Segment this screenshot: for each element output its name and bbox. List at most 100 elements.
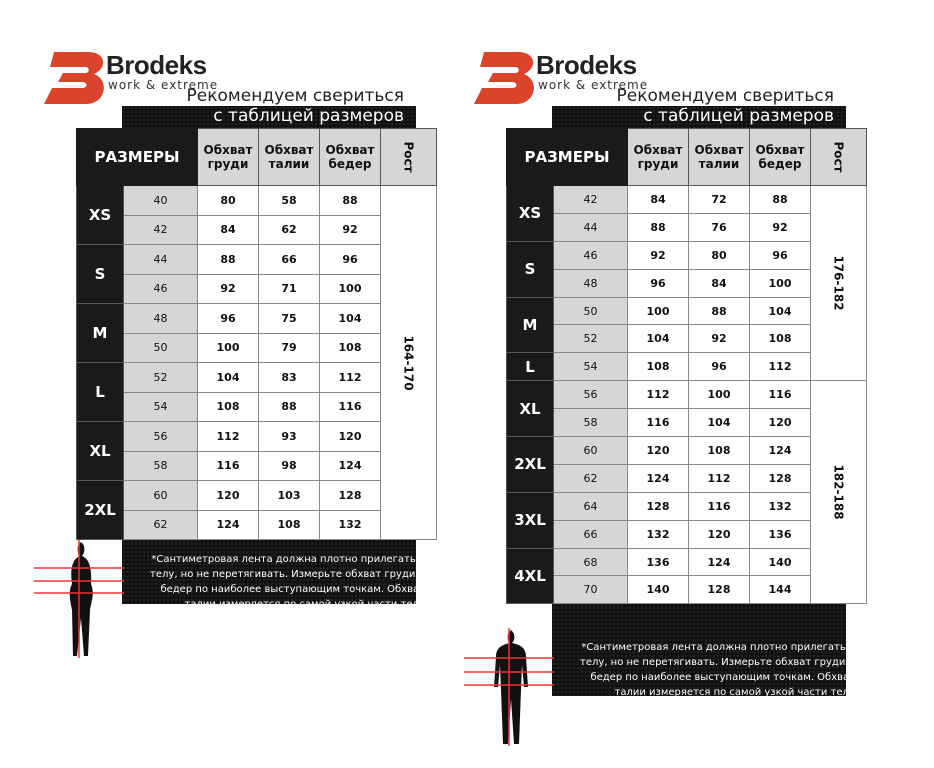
header-chest: Обхват груди <box>197 128 259 186</box>
header-hips: Обхват бедер <box>749 128 811 186</box>
header-row: РАЗМЕРЫ Обхват груди Обхват талии Обхват бе… <box>76 128 438 186</box>
size-chart-women: Brodeks work & extreme Рекомендуем свери… <box>0 0 440 768</box>
chest-value: 116 <box>197 450 259 481</box>
ru-size: 70 <box>553 575 628 605</box>
waist-value: 66 <box>258 244 320 275</box>
ru-size: 46 <box>123 273 198 304</box>
header-height: Рост <box>379 128 438 186</box>
size-label: 2XL <box>76 480 124 540</box>
waist-value: 75 <box>258 303 320 334</box>
ru-size: 62 <box>553 463 628 493</box>
hips-value: 116 <box>749 380 811 410</box>
brodeks-b-icon <box>44 52 104 104</box>
chest-value: 132 <box>627 519 689 549</box>
recommend-line2: с таблицей размеров <box>643 106 834 126</box>
chest-value: 140 <box>627 575 689 605</box>
chest-value: 112 <box>627 380 689 410</box>
chest-value: 124 <box>627 463 689 493</box>
ru-size: 44 <box>553 212 628 242</box>
waist-value: 96 <box>688 352 750 382</box>
table-row: 62 124 108 132 <box>77 509 437 540</box>
hips-value: 112 <box>749 352 811 382</box>
size-label: 3XL <box>506 491 554 549</box>
table-row: L 54 108 96 112 <box>506 352 867 382</box>
header-waist: Обхват талии <box>258 128 320 186</box>
chest-value: 92 <box>627 240 689 270</box>
hips-value: 104 <box>319 303 381 334</box>
waist-value: 112 <box>688 463 750 493</box>
ru-size: 56 <box>553 380 628 410</box>
hips-value: 88 <box>749 185 811 214</box>
waist-value: 88 <box>688 296 750 326</box>
table-row: 62 124 112 128 <box>507 463 867 493</box>
ru-size: 66 <box>553 519 628 549</box>
size-label: XL <box>76 421 124 481</box>
recommend-line1: Рекомендуем свериться <box>186 86 404 106</box>
hips-value: 132 <box>749 491 811 521</box>
ru-size: 42 <box>553 185 628 214</box>
header-hips: Обхват бедер <box>319 128 381 186</box>
waist-value: 72 <box>688 185 750 214</box>
ru-size: 48 <box>553 268 628 298</box>
ru-size: 42 <box>123 214 198 245</box>
header-sizes: РАЗМЕРЫ <box>506 128 628 186</box>
hips-value: 92 <box>749 212 811 242</box>
table-row: 54 108 88 116 <box>77 391 437 422</box>
ru-size: 58 <box>553 408 628 438</box>
hips-value: 96 <box>749 240 811 270</box>
size-table: РАЗМЕРЫ Обхват груди Обхват талии Обхват бе… <box>76 128 438 540</box>
waist-value: 93 <box>258 421 320 452</box>
ru-size: 60 <box>553 436 628 465</box>
hips-value: 124 <box>319 450 381 481</box>
chest-value: 112 <box>197 421 259 452</box>
waist-value: 92 <box>688 324 750 354</box>
ru-size: 64 <box>553 491 628 521</box>
chest-value: 84 <box>627 185 689 214</box>
hips-value: 100 <box>749 268 811 298</box>
waist-value: 79 <box>258 332 320 363</box>
ru-size: 54 <box>553 352 628 382</box>
brodeks-b-icon <box>474 52 534 104</box>
header-waist: Обхват талии <box>688 128 750 186</box>
header-height-label: Рост <box>831 141 846 173</box>
measurement-note: *Сантиметровая лента должна плотно приле… <box>580 642 855 698</box>
size-chart-men: Brodeks work & extreme Рекомендуем свери… <box>430 0 870 768</box>
chest-value: 92 <box>197 273 259 304</box>
table-row: 48 96 84 100 <box>507 268 867 298</box>
waist-value: 71 <box>258 273 320 304</box>
waist-value: 120 <box>688 519 750 549</box>
chest-value: 108 <box>627 352 689 382</box>
table-row: XS 40 80 58 88 164-170 <box>76 185 438 540</box>
header-sizes: РАЗМЕРЫ <box>76 128 198 186</box>
chest-value: 120 <box>197 480 259 511</box>
hips-value: 140 <box>749 547 811 577</box>
waist-value: 80 <box>688 240 750 270</box>
chest-value: 88 <box>627 212 689 242</box>
ru-size: 60 <box>123 480 198 511</box>
size-label: XS <box>506 185 554 242</box>
hips-value: 92 <box>319 214 381 245</box>
chest-value: 96 <box>627 268 689 298</box>
hips-value: 128 <box>749 463 811 493</box>
hips-value: 104 <box>749 296 811 326</box>
size-label: M <box>506 296 554 354</box>
waist-value: 58 <box>258 185 320 216</box>
waist-value: 108 <box>258 509 320 540</box>
chest-value: 96 <box>197 303 259 334</box>
hips-value: 100 <box>319 273 381 304</box>
waist-value: 116 <box>688 491 750 521</box>
table-row: XL 56 112 100 116 182-188 <box>506 380 868 605</box>
height-range: 164-170 <box>379 185 438 540</box>
chest-value: 124 <box>197 509 259 540</box>
hips-value: 112 <box>319 362 381 393</box>
waist-value: 100 <box>688 380 750 410</box>
female-figure-icon <box>34 540 124 658</box>
ru-size: 68 <box>553 547 628 577</box>
height-range-label: 182-188 <box>831 464 846 520</box>
chest-value: 84 <box>197 214 259 245</box>
size-label: S <box>506 240 554 298</box>
table-row: 58 116 104 120 <box>507 408 867 438</box>
chest-value: 116 <box>627 408 689 438</box>
recommend-line2: с таблицей размеров <box>213 106 404 126</box>
size-label: S <box>76 244 124 304</box>
